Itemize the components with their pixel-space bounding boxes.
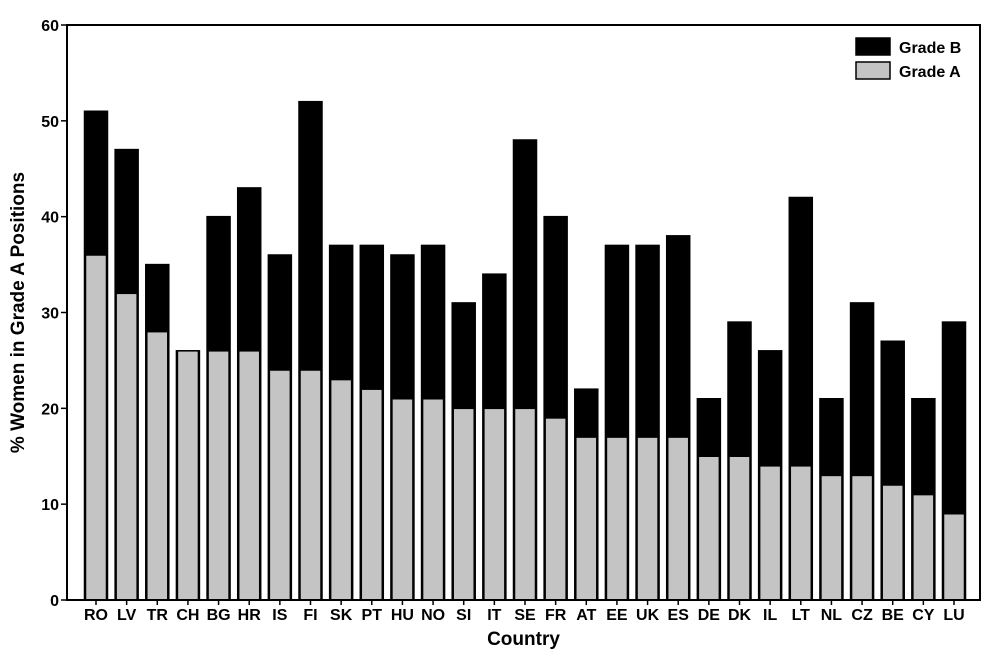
x-tick-label-no: NO	[421, 607, 445, 624]
bar-grade-a-nl	[820, 474, 843, 601]
x-tick-label-pt: PT	[362, 607, 383, 624]
x-tick-label-at: AT	[576, 607, 596, 624]
x-tick-label-hu: HU	[391, 607, 414, 624]
bar-grade-a-es	[666, 436, 690, 601]
legend-swatch-grade-a	[855, 61, 891, 80]
bar-grade-a-fi	[299, 369, 322, 601]
y-tick-label-60: 60	[41, 18, 59, 35]
y-tick-label-40: 40	[41, 210, 59, 227]
x-tick-label-ee: EE	[606, 607, 628, 624]
y-tick-label-20: 20	[41, 401, 59, 418]
bar-grade-a-lv	[115, 292, 138, 601]
x-tick-label-fi: FI	[303, 607, 317, 624]
legend-label-grade-a: Grade A	[899, 64, 961, 81]
x-tick-label-si: SI	[456, 607, 471, 624]
x-tick-label-sk: SK	[330, 607, 353, 624]
bar-grade-a-fr	[544, 417, 567, 601]
legend: Grade B Grade A	[855, 37, 961, 81]
x-tick-label-es: ES	[668, 607, 690, 624]
bar-grade-a-bg	[207, 350, 230, 601]
bar-grade-a-hr	[237, 350, 261, 601]
x-tick-label-uk: UK	[636, 607, 660, 624]
x-tick-label-lv: LV	[117, 607, 137, 624]
bar-grade-a-be	[881, 484, 904, 601]
bar-grade-a-lt	[789, 465, 813, 601]
bar-grade-a-no	[421, 398, 445, 601]
bar-grade-a-hu	[391, 398, 414, 601]
y-axis-title: % Women in Grade A Positions	[8, 172, 29, 453]
bar-grade-a-ro	[84, 254, 108, 601]
x-tick-label-lt: LT	[792, 607, 811, 624]
bar-grade-a-si	[452, 407, 475, 601]
x-axis: RO LV TR CH BG HR IS FI SK PT HU NO SI IT SE FR AT EE UK ES…	[84, 600, 965, 624]
bar-grade-a-de	[697, 455, 721, 601]
x-tick-label-se: SE	[514, 607, 536, 624]
bar-grade-a-it	[483, 407, 506, 601]
y-tick-label-0: 0	[50, 593, 59, 610]
bar-grade-a-pt	[360, 388, 384, 601]
bar-grade-a-lu	[942, 513, 966, 601]
x-tick-label-cy: CY	[912, 607, 935, 624]
x-tick-label-fr: FR	[545, 607, 567, 624]
legend-swatch-grade-b	[855, 37, 891, 56]
x-tick-label-it: IT	[487, 607, 501, 624]
y-tick-label-50: 50	[41, 114, 59, 131]
bar-grade-a-se	[513, 407, 537, 601]
bar-grade-a-cy	[912, 493, 935, 601]
x-tick-label-be: BE	[882, 607, 905, 624]
y-axis: 0 10 20 30 40 50 60	[41, 18, 67, 610]
bar-grade-a-tr	[146, 330, 169, 601]
bar-grade-a-dk	[728, 455, 751, 601]
x-tick-label-lu: LU	[943, 607, 964, 624]
x-tick-label-cz: CZ	[851, 607, 873, 624]
y-tick-label-10: 10	[41, 497, 59, 514]
x-axis-title: Country	[487, 629, 560, 650]
legend-label-grade-b: Grade B	[899, 40, 961, 57]
bar-grade-a-at	[575, 436, 598, 601]
bar-grade-a-cz	[850, 474, 874, 601]
x-tick-label-dk: DK	[728, 607, 752, 624]
x-tick-label-il: IL	[763, 607, 777, 624]
x-tick-label-is: IS	[272, 607, 287, 624]
bar-grade-a-sk	[329, 378, 353, 601]
bar-grade-a-ch	[176, 350, 200, 601]
x-tick-label-de: DE	[698, 607, 721, 624]
x-tick-label-hr: HR	[238, 607, 262, 624]
x-tick-label-bg: BG	[207, 607, 231, 624]
x-tick-label-ch: CH	[176, 607, 199, 624]
x-tick-label-nl: NL	[821, 607, 843, 624]
bar-grade-a-il	[758, 465, 782, 601]
bar-grade-a-is	[268, 369, 292, 601]
bar-grade-a-ee	[605, 436, 629, 601]
x-tick-label-ro: RO	[84, 607, 108, 624]
bar-grade-a-uk	[636, 436, 659, 601]
bars-group	[83, 100, 967, 601]
x-tick-label-tr: TR	[147, 607, 169, 624]
y-tick-label-30: 30	[41, 306, 59, 323]
